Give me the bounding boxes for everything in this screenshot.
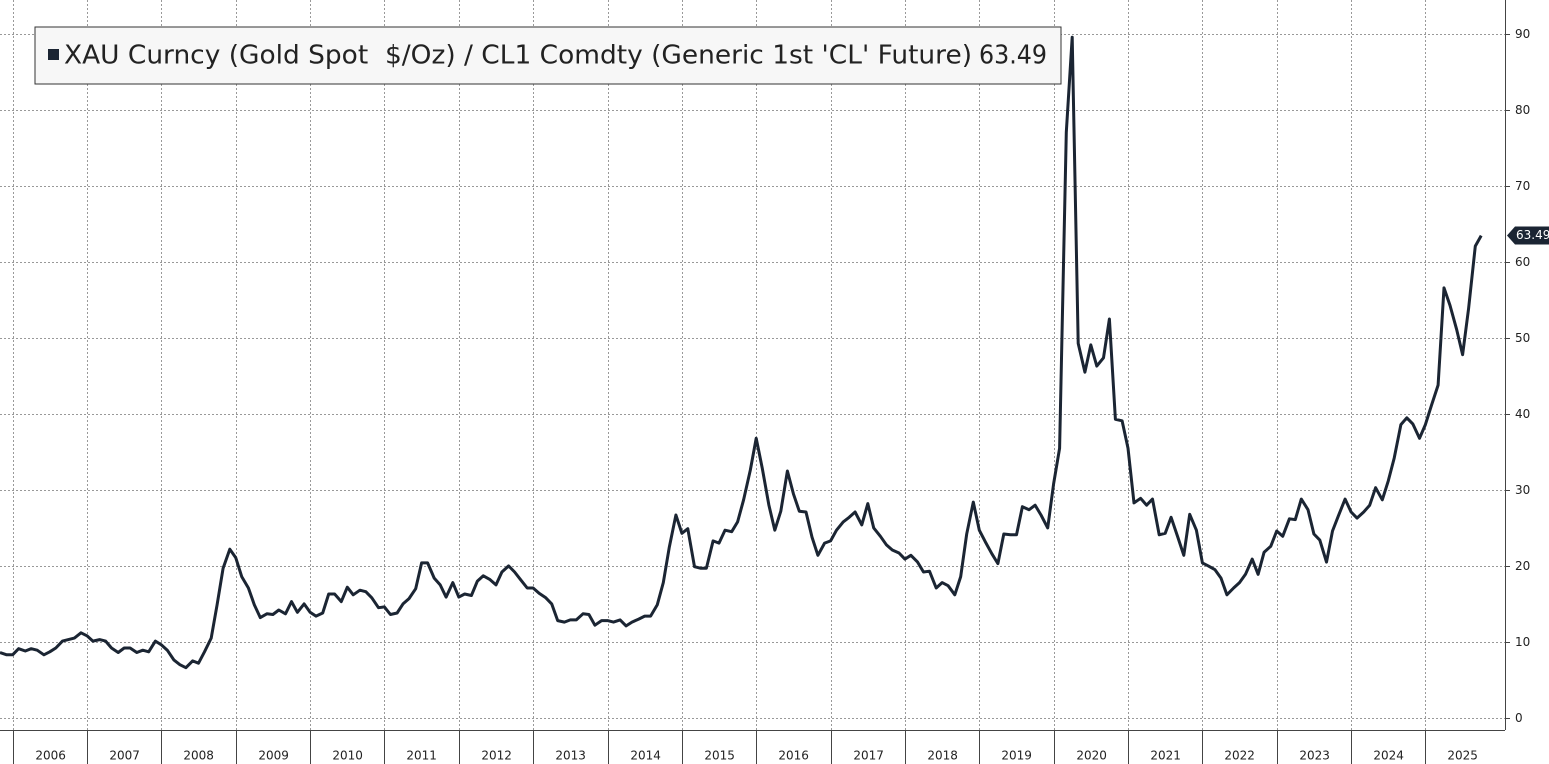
y-tick-label: 10 [1515, 635, 1530, 649]
last-value-label: 63.49 [1516, 228, 1549, 242]
grid [0, 0, 1505, 730]
x-tick-label: 2008 [183, 749, 214, 763]
legend-label: XAU Curncy (Gold Spot $/Oz) / CL1 Comdty… [64, 41, 972, 71]
line [0, 35, 1483, 670]
x-tick-label: 2022 [1224, 749, 1255, 763]
legend-box [34, 26, 1062, 85]
x-tick-label: 2014 [630, 749, 661, 763]
x-tick-label: 2013 [555, 749, 586, 763]
y-tick-label: 60 [1515, 255, 1530, 269]
x-tick-label: 2016 [778, 749, 809, 763]
x-tick-label: 2020 [1076, 749, 1107, 763]
legend-marker [48, 49, 59, 60]
x-tick-label: 2009 [258, 749, 289, 763]
x-tick-label: 2012 [481, 749, 512, 763]
x-tick-label: 2023 [1299, 749, 1330, 763]
x-tick-label: 2006 [35, 749, 66, 763]
legend-value: 63.49 [979, 41, 1047, 71]
y-tick-label: 40 [1515, 407, 1530, 421]
x-tick-label: 2007 [109, 749, 140, 763]
legend: XAU Curncy (Gold Spot $/Oz) / CL1 Comdty… [34, 26, 1062, 85]
x-tick-label: 2015 [704, 749, 735, 763]
x-tick-label: 2019 [1001, 749, 1032, 763]
x-tick-label: 2024 [1373, 749, 1404, 763]
y-tick-label: 50 [1515, 331, 1530, 345]
x-tick-label: 2021 [1150, 749, 1181, 763]
last-value-tag [1507, 226, 1549, 245]
x-tick-label: 2017 [853, 749, 884, 763]
y-tick-label: 20 [1515, 559, 1530, 573]
y-tick-label: 30 [1515, 483, 1530, 497]
y-tick-label: 0 [1515, 711, 1523, 725]
x-tick-label: 2018 [927, 749, 958, 763]
y-tick-label: 70 [1515, 179, 1530, 193]
y-tick-label: 80 [1515, 103, 1530, 117]
x-tick-label: 2025 [1447, 749, 1478, 763]
x-tick-label: 2011 [406, 749, 437, 763]
plot [0, 35, 1483, 670]
y-tick-label: 90 [1515, 27, 1530, 41]
x-tick-label: 2010 [332, 749, 363, 763]
